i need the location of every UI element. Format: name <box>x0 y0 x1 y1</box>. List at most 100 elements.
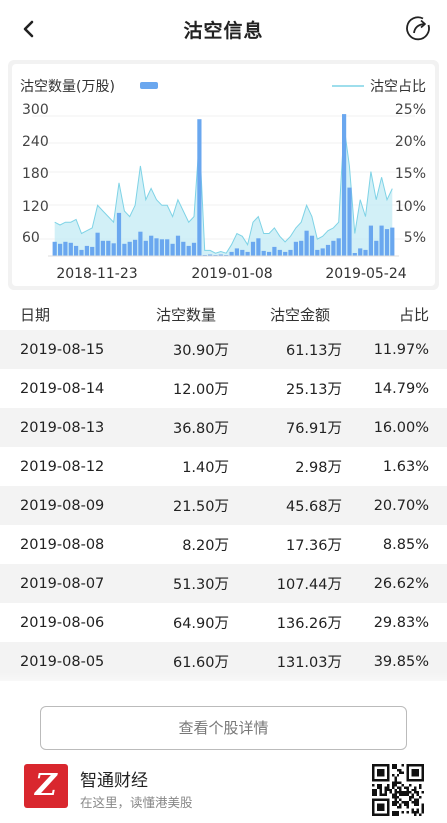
y-left-tick-label: 300 <box>22 102 49 118</box>
share-icon[interactable] <box>403 14 433 44</box>
chart-container: 沽空数量(万股) 沽空占比 300 240 180 120 60 25% 20% 15% 10% 5%… <box>12 64 435 286</box>
volume-bar <box>181 241 186 256</box>
row-short-volume: 1.40万 <box>182 460 229 476</box>
row-short-volume: 21.50万 <box>172 499 229 515</box>
y-right-tick-label: 20% <box>395 134 426 150</box>
y-left-tick-label: 180 <box>22 166 49 182</box>
qr-code-icon <box>372 764 424 816</box>
table-row[interactable]: 2019-08-07 51.30万 107.44万 26.62% <box>0 564 447 603</box>
footer-banner: Z 智通财经 在这里，读懂港美股 <box>0 760 447 823</box>
header-short-volume: 沽空数量 <box>155 305 216 324</box>
table-row[interactable]: 2019-08-15 30.90万 61.13万 11.97% <box>0 330 447 369</box>
y-right-tick-label: 10% <box>395 199 426 215</box>
volume-bar <box>175 235 181 256</box>
short-selling-chart: 沽空数量(万股) 沽空占比 300 240 180 120 60 25% 20% 15% 10% 5%… <box>20 79 426 282</box>
short-selling-table: 日期 沽空数量 沽空金额 占比 2019-08-15 30.90万 61.13万 11… <box>0 298 447 692</box>
volume-bar <box>127 241 132 256</box>
table-header: 日期 沽空数量 沽空金额 占比 <box>0 298 447 330</box>
ratio-area <box>54 126 393 256</box>
row-date: 2019-08-07 <box>20 575 105 592</box>
y-right-tick-label: 25% <box>395 102 426 118</box>
row-short-amount: 61.13万 <box>285 343 342 359</box>
table-row[interactable]: 2019-08-09 21.50万 45.68万 20.70% <box>0 486 447 525</box>
volume-bar <box>159 239 164 256</box>
volume-bar <box>245 251 250 256</box>
row-ratio: 8.85% <box>382 536 429 553</box>
volume-bar <box>320 248 325 256</box>
volume-bar <box>309 235 315 256</box>
row-short-amount: 136.26万 <box>276 616 342 632</box>
view-stock-details-button[interactable]: 查看个股详情 <box>40 706 407 750</box>
volume-bar <box>95 232 100 256</box>
row-ratio: 20.70% <box>373 497 429 514</box>
volume-bar <box>250 241 256 256</box>
volume-bar <box>186 245 191 256</box>
y-right-tick-label: 5% <box>404 230 426 246</box>
header-short-amount: 沽空金额 <box>269 305 330 324</box>
row-short-amount: 131.03万 <box>276 655 342 671</box>
y-left-tick-label: 240 <box>22 134 49 150</box>
volume-bar <box>256 238 261 256</box>
x-tick-label: 2018-11-23 <box>56 266 137 282</box>
volume-bar <box>68 242 73 256</box>
volume-bar <box>277 249 282 256</box>
volume-bar <box>358 248 363 256</box>
row-short-volume: 61.60万 <box>172 655 229 671</box>
row-ratio: 11.97% <box>373 341 429 358</box>
volume-bar <box>122 243 127 256</box>
volume-bar <box>261 250 266 256</box>
table-row[interactable]: 2019-08-13 36.80万 76.91万 16.00% <box>0 408 447 447</box>
volume-bar <box>111 243 116 256</box>
volume-bar <box>374 240 379 256</box>
app-header: 沽空信息 <box>0 0 447 58</box>
volume-bar <box>229 251 234 256</box>
volume-bar <box>299 240 304 256</box>
row-ratio: 29.83% <box>373 614 429 631</box>
row-short-amount: 76.91万 <box>285 421 342 437</box>
chevron-left-icon[interactable] <box>14 14 44 44</box>
volume-bar <box>106 240 111 256</box>
page-title: 沽空信息 <box>183 20 264 42</box>
volume-bar <box>84 245 89 256</box>
volume-bar <box>352 253 357 256</box>
row-short-volume: 64.90万 <box>172 616 229 632</box>
row-short-amount: 2.98万 <box>295 460 342 476</box>
short-selling-chart-card: 沽空数量(万股) 沽空占比 300 240 180 120 60 25% 20% 15% 10% 5%… <box>8 60 439 290</box>
volume-bar <box>315 249 320 256</box>
volume-bar <box>272 246 277 256</box>
row-date: 2019-08-14 <box>20 380 105 397</box>
row-date: 2019-08-15 <box>20 341 105 358</box>
table-body: 2019-08-15 30.90万 61.13万 11.97% 2019-08-14 12… <box>0 330 447 692</box>
row-ratio: 26.62% <box>373 575 429 592</box>
logo-letter: Z <box>35 768 57 803</box>
legend-short-ratio-label: 沽空占比 <box>370 79 426 95</box>
row-short-amount: 107.44万 <box>276 577 342 593</box>
table-row[interactable]: 2019-08-06 64.90万 136.26万 29.83% <box>0 603 447 642</box>
volume-bar <box>52 241 57 256</box>
row-date: 2019-08-06 <box>20 614 105 631</box>
table-row[interactable]: 2019-08-12 1.40万 2.98万 1.63% <box>0 447 447 486</box>
brand-name: 智通财经 <box>80 771 148 791</box>
volume-bar <box>363 249 368 256</box>
volume-bar <box>293 241 298 256</box>
table-row[interactable]: 2019-08-08 8.20万 17.36万 8.85% <box>0 525 447 564</box>
volume-bar <box>325 244 331 256</box>
volume-bar <box>63 241 68 256</box>
table-row[interactable]: 2019-08-14 12.00万 25.13万 14.79% <box>0 369 447 408</box>
volume-bar <box>165 239 170 256</box>
volume-bar <box>288 249 293 256</box>
volume-bar <box>143 240 148 256</box>
row-ratio: 1.63% <box>382 458 429 475</box>
row-short-volume: 8.20万 <box>182 538 229 554</box>
row-short-volume: 51.30万 <box>172 577 229 593</box>
row-short-amount: 45.68万 <box>285 499 342 515</box>
volume-bar <box>379 225 384 256</box>
y-left-tick-label: 60 <box>22 230 40 246</box>
volume-bar <box>100 240 105 256</box>
volume-bar <box>234 248 239 256</box>
volume-bar <box>368 225 373 256</box>
volume-bar <box>191 242 197 256</box>
y-left-tick-label: 120 <box>22 199 49 215</box>
row-short-amount: 17.36万 <box>285 538 342 554</box>
header-date: 日期 <box>20 305 51 324</box>
